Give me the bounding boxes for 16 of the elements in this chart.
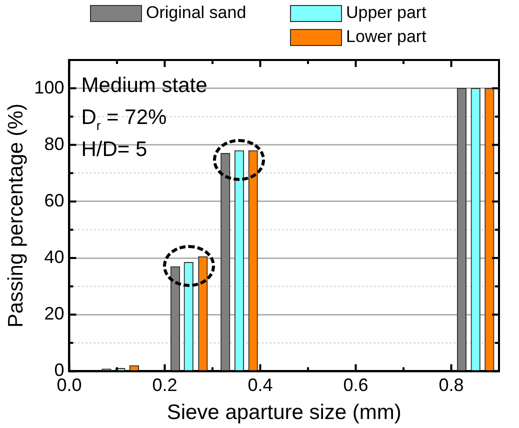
- x-tick-label: 0.8: [438, 374, 464, 395]
- y-axis-title: Passing percentage (%): [4, 104, 28, 328]
- annotation: Medium state: [81, 74, 208, 97]
- legend-label: Upper part: [346, 3, 426, 23]
- legend-label: Original sand: [146, 3, 246, 23]
- y-tick-label: 40: [44, 247, 64, 268]
- x-tick-label: 0.4: [248, 374, 273, 395]
- x-tick-label: 0.6: [343, 374, 368, 395]
- y-tick-label: 80: [44, 134, 64, 154]
- y-tick-label: 60: [44, 190, 64, 210]
- x-tick-label: 0.2: [152, 374, 178, 395]
- x-axis-title: Sieve aparture size (mm): [166, 401, 402, 424]
- y-tick-label: 100: [34, 77, 64, 98]
- legend-label: Lower part: [346, 27, 426, 47]
- y-tick-label: 20: [44, 304, 64, 324]
- annotation: H/D= 5: [81, 138, 148, 161]
